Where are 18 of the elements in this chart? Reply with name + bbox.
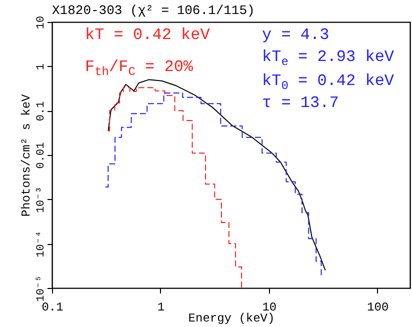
annotation: kT$_{e}$ = 2.93 keV xyxy=(262,48,394,70)
annotation: y = 4.3 xyxy=(262,26,330,44)
annotation: kT$_{0}$ = 0.42 keV xyxy=(262,72,394,94)
annotation: kT = 0.42 keV xyxy=(85,26,210,44)
y-axis-title: Photons/cm² s keV xyxy=(20,93,34,217)
annotation: τ = 13.7 xyxy=(262,94,339,112)
y-tick-label: 10⁻⁵ xyxy=(36,275,48,302)
y-tick-label: 0.01 xyxy=(36,142,48,169)
y-tick-label: 0.1 xyxy=(36,100,48,122)
y-tick-label: 10⁻³ xyxy=(36,186,48,214)
x-tick-label: 1 xyxy=(157,300,165,314)
y-tick-label: 10 xyxy=(36,16,48,30)
annotation: F$_{th}$/F$_{C}$ = 20% xyxy=(85,58,194,80)
y-tick-label: 10⁻⁴ xyxy=(36,230,48,258)
x-axis-title: Energy (keV) xyxy=(188,312,275,326)
x-tick-label: 100 xyxy=(367,300,389,314)
y-tick-label: 1 xyxy=(36,63,48,70)
chart-title: X1820-303 (χ² = 106.1/115) xyxy=(52,3,255,18)
